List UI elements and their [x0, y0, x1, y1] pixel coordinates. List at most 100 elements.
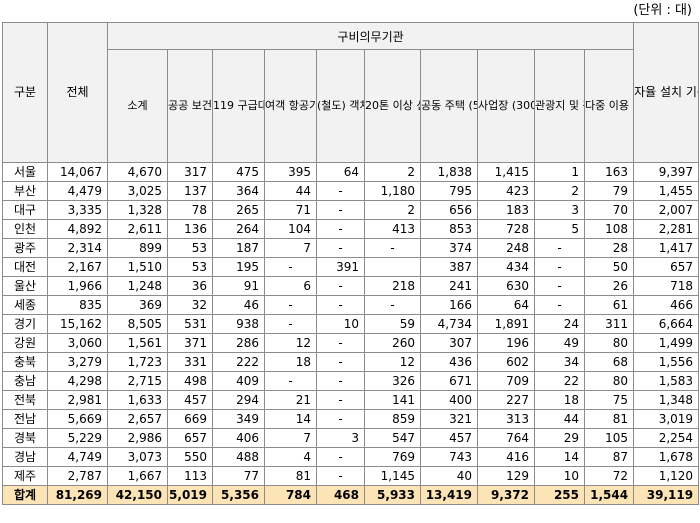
cell-workplace: 313: [477, 409, 535, 429]
cell-total: 4,749: [47, 447, 108, 467]
table-row: 서울 14,067 4,670 317 475 395 64 2 1,838 1,415 1 163 9…: [2, 162, 700, 182]
cell-multiuse: 87: [583, 447, 635, 467]
cell-ship: 1,145: [364, 466, 421, 486]
table-row: 강원 3,060 1,561 371 286 12-260 307 196 49 80 1,499: [2, 333, 700, 353]
cell-subtotal: 42,150: [107, 485, 168, 505]
cell-voluntary: 1,583: [633, 371, 700, 391]
cell-apartment: 374: [420, 238, 478, 258]
cell-region: 울산: [2, 276, 48, 296]
cell-workplace: 416: [477, 447, 535, 467]
cell-apartment: 743: [420, 447, 478, 467]
cell-ambulance: 364: [212, 181, 265, 201]
cell-railway: -: [316, 333, 365, 353]
cell-aviation: 21: [264, 390, 317, 410]
unit-label: (단위 : 대): [633, 3, 692, 18]
cell-public-health: 657: [167, 428, 213, 448]
cell-ship: 218: [364, 276, 421, 296]
cell-aviation: 6: [264, 276, 317, 296]
cell-multiuse: 70: [583, 200, 635, 220]
cell-region: 광주: [2, 238, 48, 258]
table-row: 광주 2,314 899 53 187 7- -374 248-28 1,417: [2, 238, 700, 258]
cell-public-health: 32: [167, 295, 213, 315]
cell-total: 5,669: [47, 409, 108, 429]
cell-workplace: 227: [477, 390, 535, 410]
cell-tourism: 14: [534, 447, 585, 467]
cell-railway: -: [316, 219, 365, 239]
cell-apartment: 13,419: [420, 485, 478, 505]
cell-ambulance: 46: [212, 295, 265, 315]
cell-voluntary: 3,019: [633, 409, 700, 429]
cell-voluntary: 1,120: [633, 466, 700, 486]
cell-public-health: 136: [167, 219, 213, 239]
cell-apartment: 671: [420, 371, 478, 391]
cell-voluntary: 718: [633, 276, 700, 296]
cell-multiuse: 80: [583, 333, 635, 353]
header-voluntary: 자율 설치 기관: [633, 22, 700, 163]
cell-tourism: 10: [534, 466, 585, 486]
cell-subtotal: 1,510: [107, 257, 168, 277]
table-body: 서울 14,067 4,670 317 475 395 64 2 1,838 1,415 1 163 9…: [2, 162, 700, 505]
cell-total: 3,279: [47, 352, 108, 372]
cell-public-health: 550: [167, 447, 213, 467]
cell-multiuse: 61: [583, 295, 635, 315]
cell-voluntary: 39,119: [633, 485, 700, 505]
cell-aviation: 44: [264, 181, 317, 201]
cell-apartment: 40: [420, 466, 478, 486]
cell-voluntary: 1,499: [633, 333, 700, 353]
cell-ship: -: [364, 238, 421, 258]
cell-workplace: 248: [477, 238, 535, 258]
cell-public-health: 457: [167, 390, 213, 410]
cell-tourism: 5: [534, 219, 585, 239]
cell-subtotal: 8,505: [107, 314, 168, 334]
header-ambulance: 119 구급대 및 의료 기관 구급차: [212, 49, 265, 163]
cell-ship: 260: [364, 333, 421, 353]
cell-railway: -: [316, 466, 365, 486]
cell-apartment: 1,838: [420, 162, 478, 182]
cell-total: 15,162: [47, 314, 108, 334]
cell-voluntary: 657: [633, 257, 700, 277]
cell-apartment: 241: [420, 276, 478, 296]
header-tourism: 관광지 및 관광 단지: [534, 49, 585, 163]
cell-ambulance: 91: [212, 276, 265, 296]
cell-public-health: 137: [167, 181, 213, 201]
cell-ship: 326: [364, 371, 421, 391]
cell-ship: 1,180: [364, 181, 421, 201]
cell-railway: -: [316, 409, 365, 429]
header-public-health: 공공 보건 의료 기관: [167, 49, 213, 163]
cell-subtotal: 3,073: [107, 447, 168, 467]
header-category: 구분: [2, 22, 48, 163]
cell-voluntary: 1,455: [633, 181, 700, 201]
cell-aviation: -: [264, 295, 317, 315]
cell-workplace: 1,415: [477, 162, 535, 182]
cell-ambulance: 406: [212, 428, 265, 448]
cell-ambulance: 265: [212, 200, 265, 220]
cell-apartment: 4,734: [420, 314, 478, 334]
cell-tourism: -: [534, 276, 585, 296]
cell-tourism: 22: [534, 371, 585, 391]
cell-total: 2,314: [47, 238, 108, 258]
table-row: 대전 2,167 1,510 53 195-391 387 434-50 657: [2, 257, 700, 277]
cell-multiuse: 72: [583, 466, 635, 486]
cell-ship: 859: [364, 409, 421, 429]
cell-ambulance: 5,356: [212, 485, 265, 505]
cell-public-health: 371: [167, 333, 213, 353]
cell-multiuse: 26: [583, 276, 635, 296]
cell-workplace: 9,372: [477, 485, 535, 505]
cell-multiuse: 1,544: [583, 485, 635, 505]
cell-total: 2,981: [47, 390, 108, 410]
header-mandatory-group: 구비의무기관: [106, 22, 635, 50]
cell-ambulance: 349: [212, 409, 265, 429]
cell-ambulance: 938: [212, 314, 265, 334]
cell-apartment: 307: [420, 333, 478, 353]
cell-public-health: 53: [167, 257, 213, 277]
cell-subtotal: 1,248: [107, 276, 168, 296]
cell-multiuse: 311: [583, 314, 635, 334]
cell-ambulance: 488: [212, 447, 265, 467]
header-multiuse: 다중 이용 시설**: [583, 49, 635, 163]
cell-ship: 5,933: [364, 485, 421, 505]
cell-ambulance: 77: [212, 466, 265, 486]
cell-voluntary: 1,417: [633, 238, 700, 258]
cell-aviation: 7: [264, 428, 317, 448]
cell-multiuse: 50: [583, 257, 635, 277]
cell-region: 경남: [2, 447, 48, 467]
